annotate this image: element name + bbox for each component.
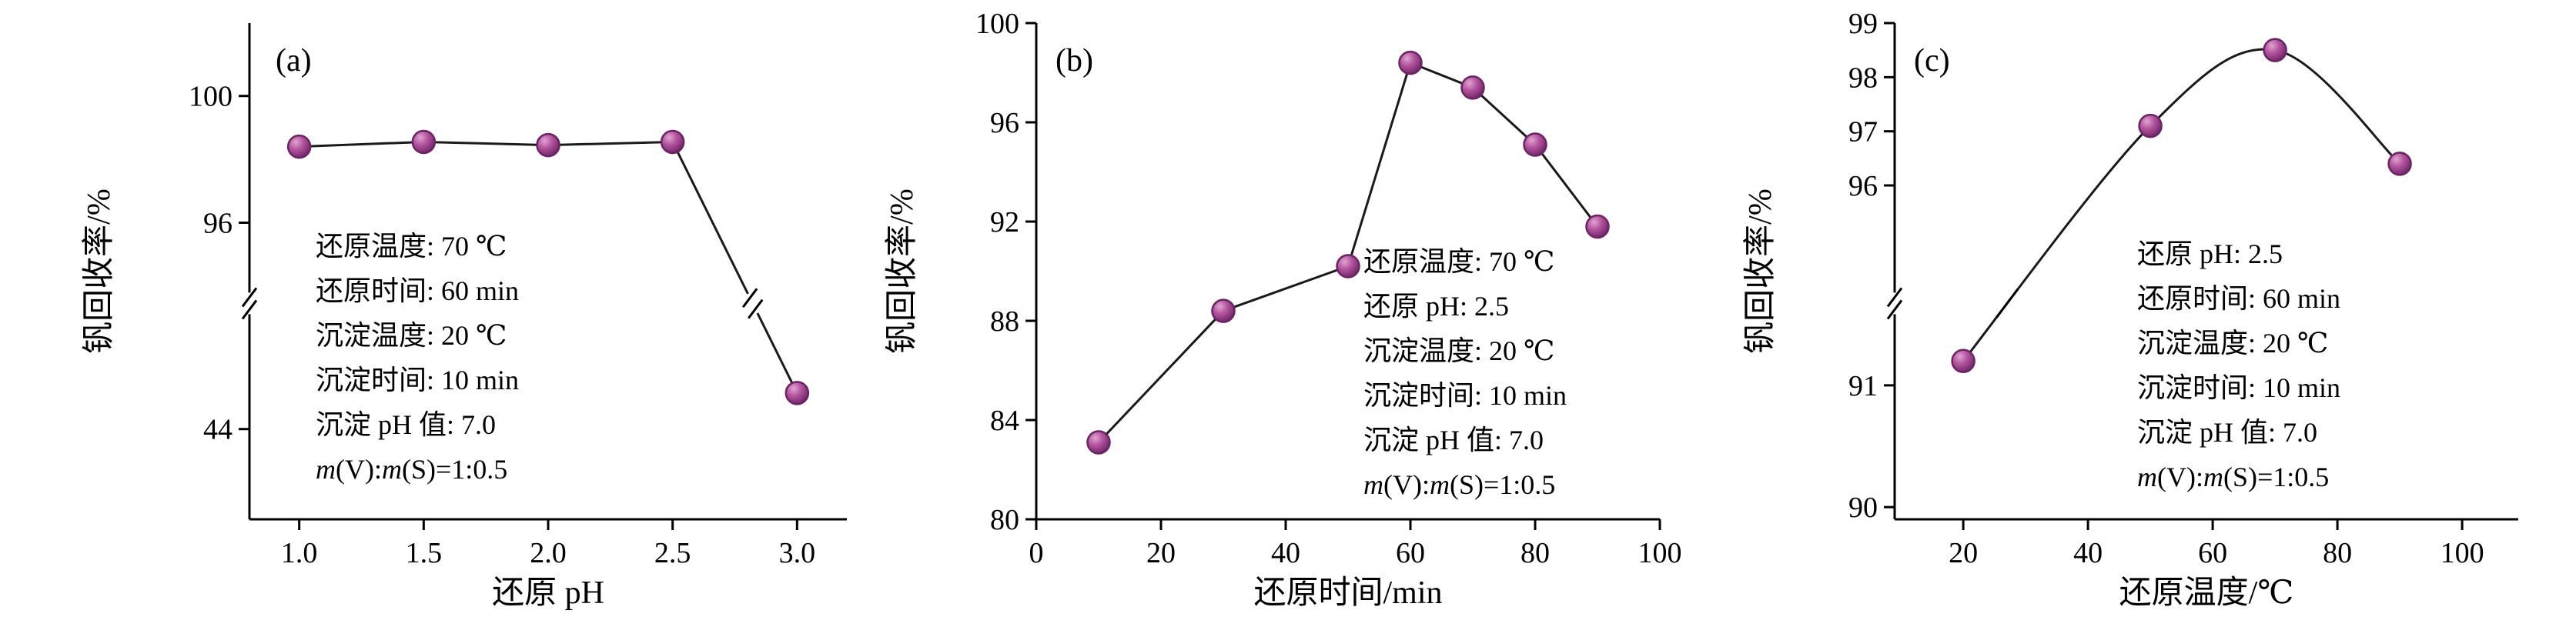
annotation-line: m(V):m(S)=1:0.5 [316, 454, 507, 485]
x-axis-title: 还原温度/℃ [2119, 575, 2294, 611]
panel-letter: (b) [1055, 43, 1093, 78]
data-line [1962, 48, 2401, 362]
annotation-line: 沉淀时间: 10 min [2137, 372, 2340, 403]
annotation-line: 沉淀温度: 20 ℃ [2137, 328, 2328, 359]
data-point [660, 129, 685, 155]
axis-break-slash [1886, 299, 1903, 320]
panel-b: 0 20 40 60 80 100 100 96 92 88 84 80 还原时间/min 钒回收率/% (… [859, 0, 1718, 627]
axis-break-gap [741, 291, 764, 316]
axis-break-slash [1886, 287, 1903, 308]
data-point [1211, 298, 1236, 323]
y-axis-title: 钒回收率/% [884, 188, 920, 354]
data-point [536, 132, 560, 158]
x-tick-label: 20 [1949, 537, 1978, 569]
y-tick-label: 96 [1848, 170, 1878, 202]
chart-a-canvas: 1.0 1.5 2.0 2.5 3.0 100 96 44 还原 pH 钒回收率/% (a) 还原温度… [81, 23, 847, 611]
annotation-line: 还原时间: 60 min [2137, 283, 2340, 314]
annotation-line: 还原 pH: 2.5 [1363, 291, 1509, 322]
x-tick-label: 2.5 [654, 537, 691, 569]
annotation-line: 沉淀时间: 10 min [316, 365, 519, 395]
axis-break-slash [241, 299, 258, 320]
data-point [411, 129, 437, 155]
x-axis-title: 还原时间/min [1253, 575, 1442, 611]
y-tick-label: 92 [990, 206, 1019, 238]
x-axis-title: 还原 pH [492, 575, 604, 611]
chart-b-canvas: 0 20 40 60 80 100 100 96 92 88 84 80 还原时间/min 钒回收率/% (… [884, 8, 1682, 611]
annotation-line: m(V):m(S)=1:0.5 [2137, 462, 2329, 492]
data-point [1086, 430, 1111, 455]
x-tick-label: 100 [2441, 537, 2484, 569]
y-tick-label: 80 [990, 504, 1019, 536]
annotation-line: 沉淀时间: 10 min [1363, 380, 1567, 411]
y-tick-label: 96 [203, 207, 233, 239]
data-point [785, 381, 810, 405]
y-tick-label: 97 [1848, 116, 1878, 148]
x-tick-label: 1.0 [281, 537, 318, 569]
x-tick-label: 3.0 [779, 537, 816, 569]
x-tick-label: 60 [1396, 537, 1425, 569]
y-tick-label: 44 [203, 414, 233, 446]
x-tick-label: 0 [1029, 537, 1044, 569]
axis-break-slash [2002, 288, 2019, 308]
annotation-line: 沉淀 pH 值: 7.0 [316, 409, 496, 440]
y-tick-label: 90 [1848, 492, 1878, 524]
data-line [299, 140, 798, 394]
x-tick-label: 80 [1521, 537, 1550, 569]
y-tick-label: 96 [990, 107, 1019, 139]
x-tick-label: 80 [2323, 537, 2352, 569]
x-tick-label: 2.0 [530, 537, 567, 569]
y-tick-label: 91 [1848, 370, 1878, 402]
panel-a: 1.0 1.5 2.0 2.5 3.0 100 96 44 还原 pH 钒回收率/% (a) 还原温度… [0, 0, 859, 627]
axis-break-slash [741, 288, 758, 308]
data-point [2138, 113, 2163, 138]
annotation-line: 还原温度: 70 ℃ [1363, 246, 1554, 277]
chart-c-canvas: 20 40 60 80 100 99 98 97 96 91 90 还原温度/℃ 钒回收率/% (c) 还原… [1742, 8, 2518, 611]
y-tick-label: 100 [975, 8, 1019, 40]
data-point [1460, 75, 1485, 100]
y-tick-label: 100 [189, 81, 233, 113]
data-point [1398, 50, 1423, 75]
annotation-line: 沉淀 pH 值: 7.0 [2137, 417, 2317, 448]
panel-letter: (c) [1914, 43, 1950, 78]
axis-break-slash [241, 287, 258, 308]
y-tick-label: 84 [990, 405, 1019, 437]
x-tick-label: 40 [1271, 537, 1300, 569]
annotation-line: m(V):m(S)=1:0.5 [1363, 469, 1555, 500]
y-tick-label: 88 [990, 305, 1019, 338]
data-point [1523, 132, 1547, 157]
annotation-line: 还原时间: 60 min [316, 275, 519, 306]
y-axis-title: 钒回收率/% [81, 188, 117, 354]
data-point [1585, 214, 1610, 239]
panel-letter: (a) [276, 43, 312, 78]
y-tick-label: 98 [1848, 62, 1878, 94]
annotation-line: 还原 pH: 2.5 [2137, 238, 2283, 269]
x-tick-label: 1.5 [406, 537, 443, 569]
y-axis-title: 钒回收率/% [1742, 188, 1778, 354]
annotation-line: 沉淀温度: 20 ℃ [316, 320, 507, 351]
axis-break-slash [748, 298, 764, 319]
annotation-line: 还原温度: 70 ℃ [316, 231, 507, 262]
data-point [1336, 254, 1360, 278]
data-point [2263, 38, 2287, 62]
x-tick-label: 20 [1146, 537, 1176, 569]
annotation-line: 沉淀 pH 值: 7.0 [1363, 425, 1544, 455]
x-tick-label: 40 [2073, 537, 2103, 569]
data-point [1951, 349, 1975, 373]
x-tick-label: 100 [1638, 537, 1682, 569]
y-tick-label: 99 [1848, 8, 1878, 40]
annotation-line: 沉淀温度: 20 ℃ [1363, 335, 1554, 366]
data-point [2387, 152, 2412, 176]
panel-c: 20 40 60 80 100 99 98 97 96 91 90 还原温度/℃ 钒回收率/% (c) 还原… [1718, 0, 2576, 627]
data-point [286, 134, 312, 159]
x-tick-label: 60 [2198, 537, 2227, 569]
